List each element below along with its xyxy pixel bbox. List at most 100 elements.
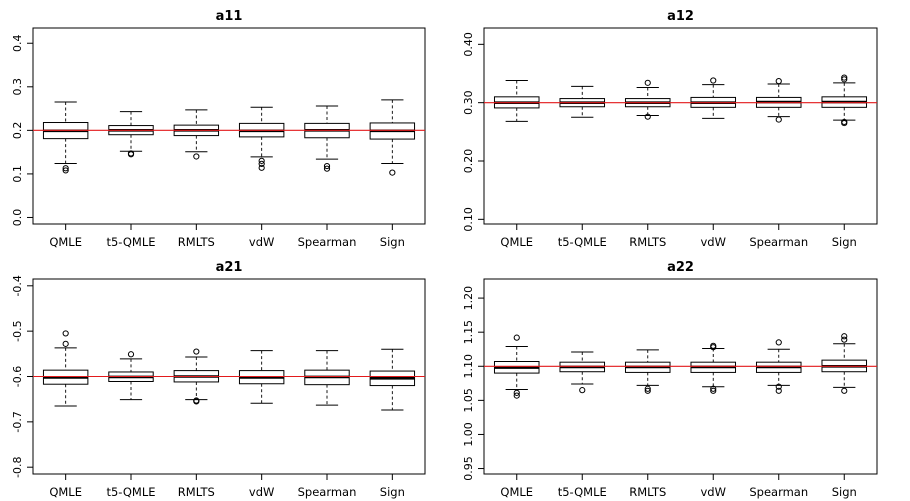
x-tick-label: Spearman bbox=[749, 235, 808, 249]
outlier-point bbox=[62, 167, 69, 174]
panel-title: a22 bbox=[667, 260, 694, 275]
outlier-point bbox=[323, 165, 331, 172]
outlier-point bbox=[193, 398, 200, 405]
y-tick-label: 0.4 bbox=[11, 34, 24, 52]
outlier-point bbox=[841, 119, 848, 127]
outlier-point bbox=[841, 387, 848, 394]
x-tick-label: t5-QMLE bbox=[106, 235, 155, 249]
y-tick-label: -0.6 bbox=[11, 366, 24, 387]
box-t5-QMLE bbox=[559, 351, 606, 394]
box-QMLE bbox=[493, 334, 540, 399]
y-tick-label: 0.20 bbox=[462, 149, 475, 174]
outlier-point bbox=[193, 153, 200, 160]
box-vdW bbox=[690, 77, 737, 119]
x-tick-label: Spearman bbox=[298, 235, 357, 249]
box-t5-QMLE bbox=[108, 351, 154, 401]
x-tick-label: RMLTS bbox=[629, 235, 666, 249]
x-tick-label: vdW bbox=[701, 485, 726, 499]
box-t5-QMLE bbox=[108, 111, 154, 158]
outlier-point bbox=[775, 116, 782, 123]
box-Spearman bbox=[304, 350, 350, 406]
x-tick-label: Sign bbox=[380, 485, 405, 499]
x-tick-label: Spearman bbox=[749, 485, 808, 499]
y-tick-label: 1.10 bbox=[462, 354, 475, 379]
outlier-point bbox=[775, 387, 782, 394]
x-tick-label: QMLE bbox=[49, 485, 82, 499]
outlier-point bbox=[644, 385, 651, 392]
outlier-point bbox=[127, 351, 135, 358]
box-vdW bbox=[238, 106, 285, 171]
box-Sign bbox=[821, 333, 868, 394]
x-tick-label: RMLTS bbox=[178, 235, 215, 249]
plot-frame bbox=[483, 278, 878, 475]
outlier-point bbox=[841, 333, 848, 340]
outlier-point bbox=[323, 162, 331, 170]
outlier-point bbox=[775, 339, 782, 346]
outlier-point bbox=[710, 387, 717, 394]
box-RMLTS bbox=[624, 79, 671, 120]
box-QMLE bbox=[42, 101, 89, 174]
x-tick-label: Spearman bbox=[298, 485, 357, 499]
panel-a12: a12 0.10 0.20 0.30 0.40 QMLE t5-QMLE RMLTS vdW Sp… bbox=[462, 9, 878, 249]
box-RMLTS bbox=[624, 349, 671, 394]
box-Sign bbox=[821, 74, 868, 127]
panel-a22: a22 0.95 1.00 1.05 1.10 1.15 1.20 QMLE t5-QMLE RM… bbox=[462, 260, 878, 499]
y-tick-label: -0.5 bbox=[11, 320, 24, 341]
outlier-point bbox=[579, 387, 586, 394]
outlier-point bbox=[62, 340, 69, 347]
x-tick-label: Sign bbox=[832, 235, 857, 249]
outlier-point bbox=[775, 77, 782, 85]
y-tick-label: 0.3 bbox=[11, 78, 24, 96]
box-Spearman bbox=[304, 105, 350, 172]
box-QMLE bbox=[493, 80, 540, 122]
box-vdW bbox=[690, 342, 737, 394]
x-tick-label: QMLE bbox=[49, 235, 82, 249]
x-tick-label: t5-QMLE bbox=[558, 485, 607, 499]
y-tick-label: -0.4 bbox=[11, 275, 24, 296]
x-tick-label: Sign bbox=[832, 485, 857, 499]
x-tick-label: t5-QMLE bbox=[558, 235, 607, 249]
outlier-point bbox=[127, 151, 135, 158]
box-Spearman bbox=[755, 339, 802, 394]
plot-frame bbox=[483, 27, 878, 225]
box-Sign bbox=[369, 348, 416, 411]
y-tick-label: 1.00 bbox=[462, 422, 475, 447]
outlier-point bbox=[710, 385, 717, 392]
outlier-point bbox=[193, 348, 200, 355]
outlier-point bbox=[258, 160, 265, 167]
y-tick-label: 0.2 bbox=[11, 122, 24, 140]
outlier-point bbox=[644, 79, 651, 86]
outlier-point bbox=[513, 334, 520, 341]
outlier-point bbox=[710, 344, 717, 351]
outlier-point bbox=[62, 165, 69, 172]
y-tick-label: 0.30 bbox=[462, 90, 475, 115]
y-tick-label: 0.95 bbox=[462, 456, 475, 481]
panel-title: a21 bbox=[216, 260, 243, 275]
panel-a11: a11 0.0 0.1 0.2 0.3 0.4 QMLE t5-QMLE RMLTS vdW Spe… bbox=[11, 9, 426, 249]
outlier-point bbox=[389, 169, 396, 176]
outlier-point bbox=[644, 387, 651, 394]
outlier-point bbox=[775, 383, 782, 390]
x-tick-label: vdW bbox=[701, 235, 726, 249]
panel-title: a12 bbox=[667, 9, 694, 24]
y-tick-label: 1.15 bbox=[462, 320, 475, 345]
x-tick-label: Sign bbox=[380, 235, 405, 249]
box-vdW bbox=[238, 350, 285, 404]
outlier-point bbox=[62, 330, 69, 337]
x-tick-label: RMLTS bbox=[178, 485, 215, 499]
x-tick-label: RMLTS bbox=[629, 485, 666, 499]
outlier-point bbox=[644, 113, 651, 120]
x-tick-label: QMLE bbox=[500, 485, 533, 499]
y-tick-label: 0.1 bbox=[11, 165, 24, 183]
plot-frame bbox=[32, 27, 426, 225]
y-tick-label: 0.10 bbox=[462, 207, 475, 232]
outlier-point bbox=[513, 389, 520, 396]
box-QMLE bbox=[42, 330, 89, 407]
outlier-point bbox=[841, 74, 848, 81]
box-RMLTS bbox=[173, 109, 220, 160]
x-tick-label: t5-QMLE bbox=[106, 485, 155, 499]
outlier-point bbox=[513, 392, 520, 399]
box-Sign bbox=[369, 99, 416, 176]
box-Spearman bbox=[755, 77, 802, 123]
